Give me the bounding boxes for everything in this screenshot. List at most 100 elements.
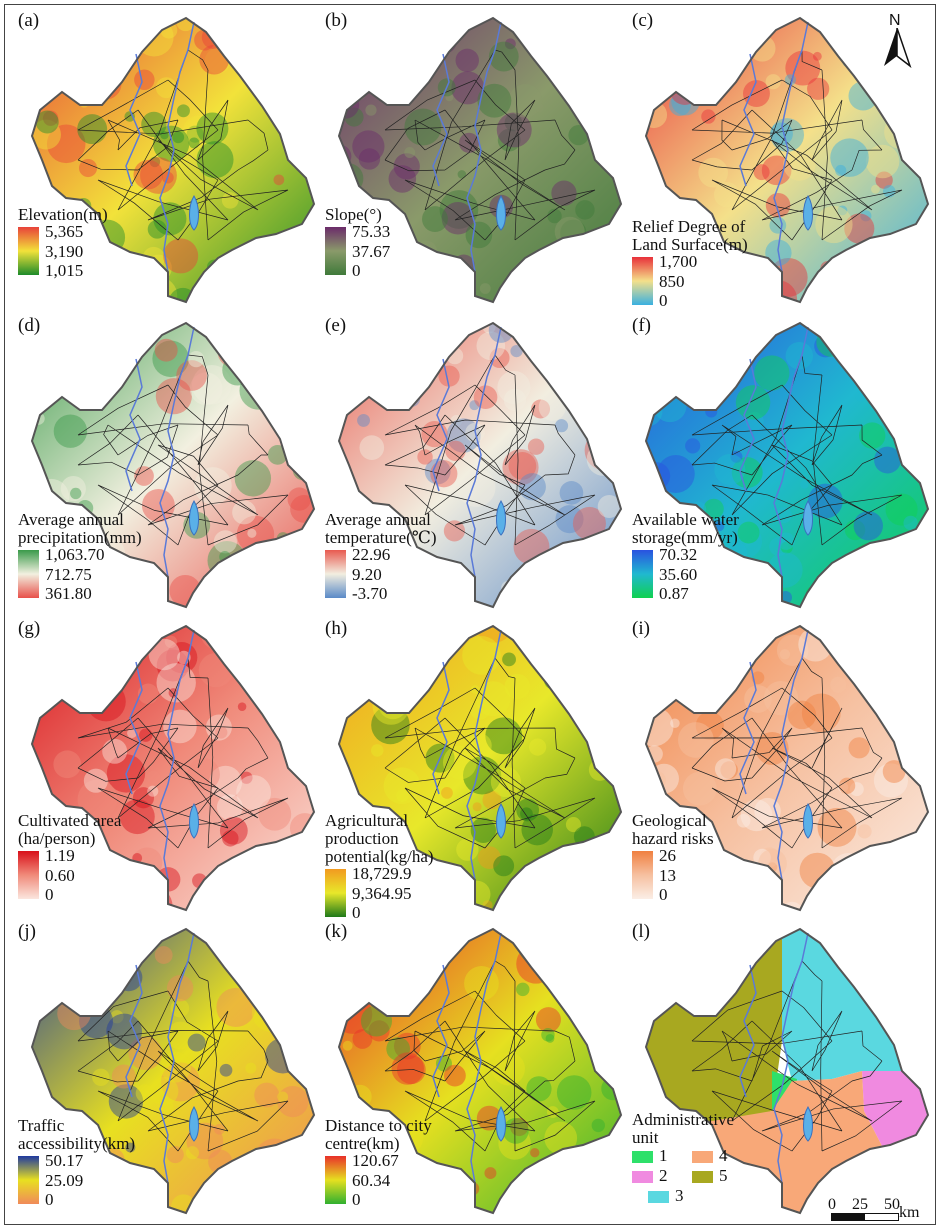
legend-item-3: 3: [648, 1187, 684, 1205]
panel-label: (h): [325, 618, 348, 639]
legend-item-1: 1: [632, 1147, 668, 1165]
map-a: [30, 16, 316, 304]
legend-item-4: 4: [692, 1147, 728, 1165]
panel-label: (j): [18, 921, 36, 942]
legend-title: Geological hazard risks: [632, 811, 714, 848]
river-1: [159, 326, 195, 578]
legend: Administrative unit 1 2 3 4 5: [632, 1111, 802, 1207]
legend-item-label: 2: [659, 1166, 668, 1185]
panel-label: (k): [325, 921, 348, 942]
map-h: [337, 624, 623, 912]
region-outline: [644, 927, 930, 1215]
scale-bar-graphic: [831, 1213, 899, 1221]
north-arrow: N: [880, 12, 914, 68]
map-panel-h: (h) Agricultural production potential(kg/…: [325, 618, 625, 922]
swatch: [632, 1171, 653, 1184]
river-2: [739, 358, 757, 492]
river-1: [466, 21, 502, 273]
legend-item-label: 1: [659, 1146, 668, 1165]
legend-value-max: 18,729.9: [352, 864, 412, 883]
river-2: [125, 661, 143, 795]
river-2: [432, 53, 450, 187]
map-j: [30, 927, 316, 1215]
legend-value-mid: 9.20: [352, 564, 382, 584]
panel-label: (c): [632, 10, 654, 31]
region-outline: [30, 624, 316, 912]
admin-unit-2: [862, 1071, 928, 1151]
river-1: [773, 629, 809, 881]
admin-boundaries: [384, 657, 596, 849]
legend: Distance to city centre(km) 120.67 60.34 0: [325, 1117, 495, 1209]
river-1: [466, 932, 502, 1184]
legend-title: Administrative unit: [632, 1110, 734, 1147]
color-ramp: [632, 851, 653, 899]
legend-value-mid: 37.67: [352, 241, 391, 261]
admin-boundaries: [691, 49, 903, 241]
legend-value-min: 0: [352, 903, 361, 922]
legend: Available water storage(mm/yr) 70.32 35.60…: [632, 510, 802, 602]
river-2: [432, 358, 450, 492]
legend-item-label: 3: [675, 1186, 684, 1205]
legend: Slope(°) 75.33 37.67 0: [325, 205, 495, 279]
swatch: [692, 1151, 713, 1164]
lake: [189, 1106, 199, 1142]
region-outline: [644, 16, 930, 304]
panel-label: (i): [632, 618, 650, 639]
color-ramp: [18, 1156, 39, 1204]
legend-value-mid: 3,190: [45, 241, 84, 261]
lake: [803, 803, 813, 839]
map-g: [30, 624, 316, 912]
legend-item-5: 5: [692, 1167, 728, 1185]
scale-tick-25: 25: [852, 1196, 868, 1213]
legend-title: Average annual precipitation(mm): [18, 510, 142, 547]
map-panel-f: (f) Available water storage(mm/yr) 70.32 35…: [632, 315, 932, 615]
river-2: [739, 964, 757, 1098]
admin-boundaries: [384, 49, 596, 241]
region-outline: [30, 927, 316, 1215]
region-outline: [644, 624, 930, 912]
legend: Agricultural production potential(kg/ha)…: [325, 812, 495, 922]
legend-value-max: 70.32: [659, 545, 698, 564]
map-panel-k: (k) Distance to city centre(km) 120.67 60.3…: [325, 921, 625, 1221]
panel-label: (g): [18, 618, 41, 639]
region-outline: [337, 624, 623, 912]
river-1: [159, 21, 195, 273]
legend-value-max: 22.96: [352, 545, 391, 564]
north-label: N: [889, 12, 901, 29]
lake: [496, 1106, 506, 1142]
map-panel-i: (i) Geological hazard risks 26 13 0: [632, 618, 932, 918]
admin-boundaries: [77, 960, 289, 1152]
map-b: [337, 16, 623, 304]
north-arrow-icon: [884, 28, 912, 68]
legend-value-min: 1,015: [45, 261, 84, 280]
color-ramp: [18, 851, 39, 899]
legend-value-max: 1.19: [45, 846, 75, 865]
legend-value-min: 0: [352, 1190, 361, 1209]
panel-label: (e): [325, 315, 347, 336]
panel-label: (b): [325, 10, 348, 31]
region-outline: [337, 16, 623, 304]
region-outline: [337, 927, 623, 1215]
panel-label: (d): [18, 315, 41, 336]
color-ramp: [325, 550, 346, 598]
map-i: [644, 624, 930, 912]
legend-value-max: 1,063.70: [45, 545, 105, 564]
map-k: [337, 927, 623, 1215]
map-c: [644, 16, 930, 304]
legend-title: Available water storage(mm/yr): [632, 510, 739, 547]
legend: Geological hazard risks 26 13 0: [632, 811, 802, 903]
legend-title: Relief Degree of Land Surface(m): [632, 217, 748, 254]
map-panel-l: (l) Administrative unit 1 2 3 4 5: [632, 921, 932, 1221]
river-2: [125, 964, 143, 1098]
legend: Elevation(m) 5,365 3,190 1,015: [18, 206, 188, 280]
scale-tick-0: 0: [828, 1196, 836, 1213]
figure-frame: [4, 4, 936, 1225]
map-panel-j: (j) Traffic accessibility(km) 50.17 25.09 0: [18, 921, 318, 1221]
legend-value-mid: 850: [659, 271, 685, 291]
color-ramp: [325, 869, 346, 917]
river-1: [466, 629, 502, 881]
legend-title: Slope(°): [325, 205, 382, 224]
legend-value-min: 361.80: [45, 584, 92, 603]
admin-boundaries: [77, 49, 289, 241]
legend-value-mid: 35.60: [659, 564, 698, 584]
